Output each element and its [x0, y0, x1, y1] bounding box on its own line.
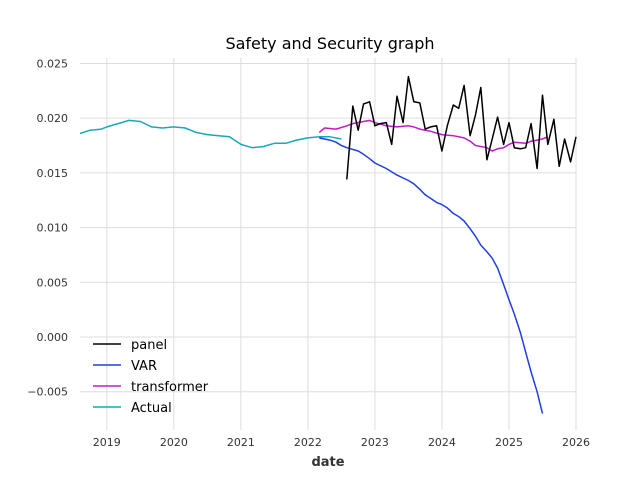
x-tick-label: 2024: [428, 436, 456, 449]
x-tick-label: 2019: [93, 436, 121, 449]
x-tick-label: 2020: [160, 436, 188, 449]
legend-label-var: VAR: [131, 359, 157, 374]
x-tick-label: 2021: [227, 436, 255, 449]
tick-labels: 2019 2020 2021 2022 2023 2024 2025 2026 −0.005 0.…: [27, 57, 590, 449]
x-tick-label: 2025: [495, 436, 523, 449]
series-line-actual: [79, 119, 342, 149]
y-tick-label: −0.005: [27, 386, 68, 399]
x-axis-label: date: [311, 455, 344, 470]
series-line-transformer: [318, 119, 549, 152]
y-tick-label: 0.025: [37, 57, 69, 70]
series-lines: [79, 75, 577, 414]
y-tick-label: 0.015: [37, 167, 69, 180]
series-line-panel: [346, 75, 577, 180]
legend-label-transformer: transformer: [131, 380, 209, 395]
grid: [80, 58, 577, 430]
y-tick-label: 0.010: [37, 222, 69, 235]
y-tick-label: 0.005: [37, 276, 69, 289]
legend-label-actual: Actual: [131, 401, 172, 416]
legend-label-panel: panel: [131, 338, 167, 353]
series-line-var: [319, 137, 544, 414]
y-tick-label: 0.000: [37, 331, 69, 344]
y-tick-label: 0.020: [37, 112, 69, 125]
chart-title: Safety and Security graph: [225, 34, 434, 53]
legend: panel VAR transformer Actual: [93, 338, 209, 416]
x-tick-label: 2023: [361, 436, 389, 449]
x-tick-label: 2026: [562, 436, 590, 449]
x-tick-label: 2022: [294, 436, 322, 449]
